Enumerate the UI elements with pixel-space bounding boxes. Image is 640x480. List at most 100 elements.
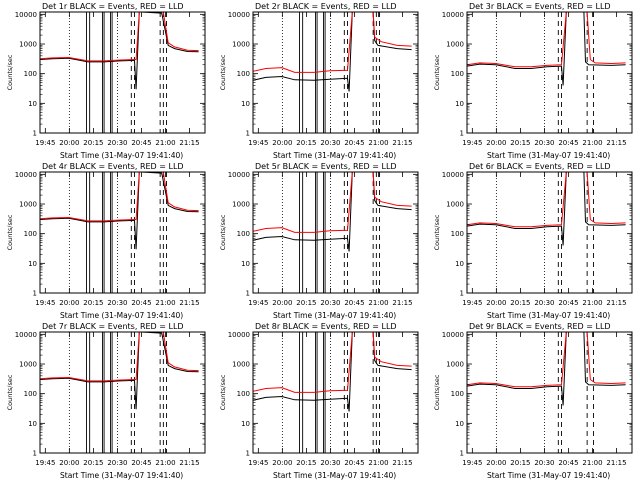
y-axis-label: Counts/sec (433, 214, 441, 250)
y-tick-label: 1000 (446, 201, 464, 209)
y-axis-label: Counts/sec (219, 214, 227, 250)
x-tick-label: 20:30 (107, 459, 127, 467)
series-lld-line (39, 171, 199, 222)
x-axis-label: Start Time (31-May-07 19:41:40) (273, 471, 396, 480)
y-tick-label: 1 (460, 130, 464, 138)
series-lld-line (466, 11, 626, 68)
x-tick-label: 21:15 (606, 299, 626, 307)
x-tick-label: 20:00 (59, 299, 79, 307)
panel-title: Det 8r BLACK = Events, RED = LLD (255, 322, 397, 331)
x-tick-label: 19:45 (35, 299, 55, 307)
x-tick-label: 21:00 (582, 139, 602, 147)
y-tick-label: 100 (24, 70, 37, 78)
x-tick-label: 20:15 (510, 459, 530, 467)
x-tick-label: 19:45 (35, 459, 55, 467)
x-axis-label: Start Time (31-May-07 19:41:40) (273, 151, 396, 160)
plot-frame (39, 11, 206, 134)
x-tick-label: 20:30 (320, 299, 340, 307)
x-tick-label: 20:45 (558, 139, 578, 147)
y-tick-label: 1000 (446, 361, 464, 369)
x-tick-label: 20:15 (510, 139, 530, 147)
y-tick-label: 100 (24, 390, 37, 398)
y-tick-label: 10000 (15, 331, 37, 339)
y-tick-label: 100 (24, 230, 37, 238)
x-tick-label: 20:00 (272, 299, 292, 307)
x-tick-label: 19:45 (462, 139, 482, 147)
y-axis-label: Counts/sec (6, 374, 14, 410)
y-tick-label: 1000 (232, 41, 250, 49)
detector-panel: Det 8r BLACK = Events, RED = LLD Start Ti… (219, 322, 419, 480)
x-tick-label: 21:00 (582, 459, 602, 467)
y-tick-label: 10000 (442, 331, 464, 339)
x-tick-label: 21:00 (155, 299, 175, 307)
y-tick-label: 10000 (228, 11, 250, 19)
y-tick-label: 1 (246, 450, 250, 458)
x-axis-label: Start Time (31-May-07 19:41:40) (487, 471, 610, 480)
series-lld-line (466, 331, 626, 388)
x-tick-label: 20:30 (107, 299, 127, 307)
plot-frame (466, 331, 633, 454)
y-tick-label: 1000 (232, 201, 250, 209)
y-tick-label: 10 (28, 420, 37, 428)
y-tick-label: 1 (460, 290, 464, 298)
x-tick-label: 20:15 (296, 139, 316, 147)
y-tick-label: 10 (455, 260, 464, 268)
x-tick-label: 21:15 (392, 139, 412, 147)
panel-title: Det 3r BLACK = Events, RED = LLD (469, 2, 611, 11)
x-tick-label: 20:00 (486, 139, 506, 147)
x-tick-label: 21:00 (155, 459, 175, 467)
series-events-line (39, 331, 199, 410)
y-tick-label: 10 (241, 260, 250, 268)
series-events-line (466, 171, 626, 246)
x-tick-label: 20:45 (131, 139, 151, 147)
plot-frame (466, 171, 633, 294)
y-tick-label: 1000 (232, 361, 250, 369)
y-tick-label: 1 (460, 450, 464, 458)
x-tick-label: 20:15 (510, 299, 530, 307)
detector-panel: Det 1r BLACK = Events, RED = LLD Start Ti… (6, 2, 206, 160)
x-tick-label: 21:00 (155, 139, 175, 147)
y-tick-label: 1 (33, 290, 37, 298)
y-axis-label: Counts/sec (219, 54, 227, 90)
x-tick-label: 21:00 (368, 299, 388, 307)
y-tick-label: 1 (33, 130, 37, 138)
x-tick-label: 20:15 (296, 459, 316, 467)
y-tick-label: 10 (455, 420, 464, 428)
y-tick-label: 10 (28, 100, 37, 108)
x-tick-label: 20:30 (534, 139, 554, 147)
detector-panel: Det 5r BLACK = Events, RED = LLD Start Ti… (219, 162, 419, 320)
x-axis-label: Start Time (31-May-07 19:41:40) (60, 471, 183, 480)
x-tick-label: 20:00 (486, 299, 506, 307)
y-axis-label: Counts/sec (6, 214, 14, 250)
x-axis-label: Start Time (31-May-07 19:41:40) (273, 311, 396, 320)
x-tick-label: 20:45 (131, 459, 151, 467)
y-tick-label: 10 (28, 260, 37, 268)
x-axis-label: Start Time (31-May-07 19:41:40) (60, 151, 183, 160)
y-tick-label: 100 (237, 70, 250, 78)
panel-title: Det 7r BLACK = Events, RED = LLD (42, 322, 184, 331)
x-tick-label: 20:45 (558, 299, 578, 307)
x-tick-label: 21:15 (392, 459, 412, 467)
y-axis-label: Counts/sec (433, 374, 441, 410)
x-tick-label: 20:45 (344, 139, 364, 147)
y-tick-label: 1000 (446, 41, 464, 49)
x-tick-label: 20:45 (344, 299, 364, 307)
detector-panel: Det 3r BLACK = Events, RED = LLD Start Ti… (433, 2, 633, 160)
y-tick-label: 10000 (228, 171, 250, 179)
plot-frame (39, 331, 206, 454)
plot-frame (252, 171, 419, 294)
x-tick-label: 21:00 (582, 299, 602, 307)
x-tick-label: 20:45 (131, 299, 151, 307)
x-tick-label: 20:30 (534, 299, 554, 307)
x-tick-label: 20:15 (83, 299, 103, 307)
x-tick-label: 20:00 (59, 139, 79, 147)
x-tick-label: 21:15 (606, 139, 626, 147)
x-tick-label: 19:45 (248, 139, 268, 147)
series-lld-line (252, 171, 412, 233)
plot-frame (466, 11, 633, 134)
x-axis-label: Start Time (31-May-07 19:41:40) (487, 311, 610, 320)
x-tick-label: 20:45 (558, 459, 578, 467)
x-tick-label: 20:30 (320, 139, 340, 147)
y-tick-label: 1000 (19, 201, 37, 209)
